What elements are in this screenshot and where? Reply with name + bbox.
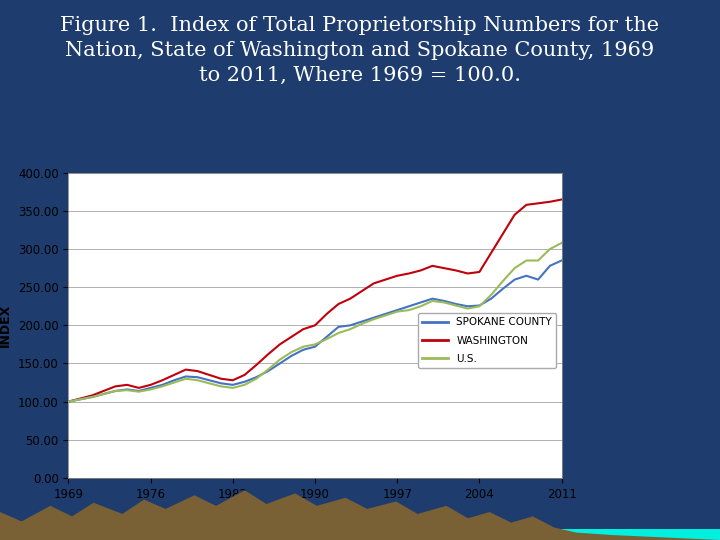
Bar <box>0 529 720 540</box>
X-axis label: YEAR: YEAR <box>294 506 336 520</box>
Text: Figure 1.  Index of Total Proprietorship Numbers for the
Nation, State of Washin: Figure 1. Index of Total Proprietorship … <box>60 16 660 85</box>
Legend: SPOKANE COUNTY, WASHINGTON, U.S.: SPOKANE COUNTY, WASHINGTON, U.S. <box>418 313 557 368</box>
Polygon shape <box>0 490 720 540</box>
Y-axis label: INDEX: INDEX <box>0 303 12 347</box>
